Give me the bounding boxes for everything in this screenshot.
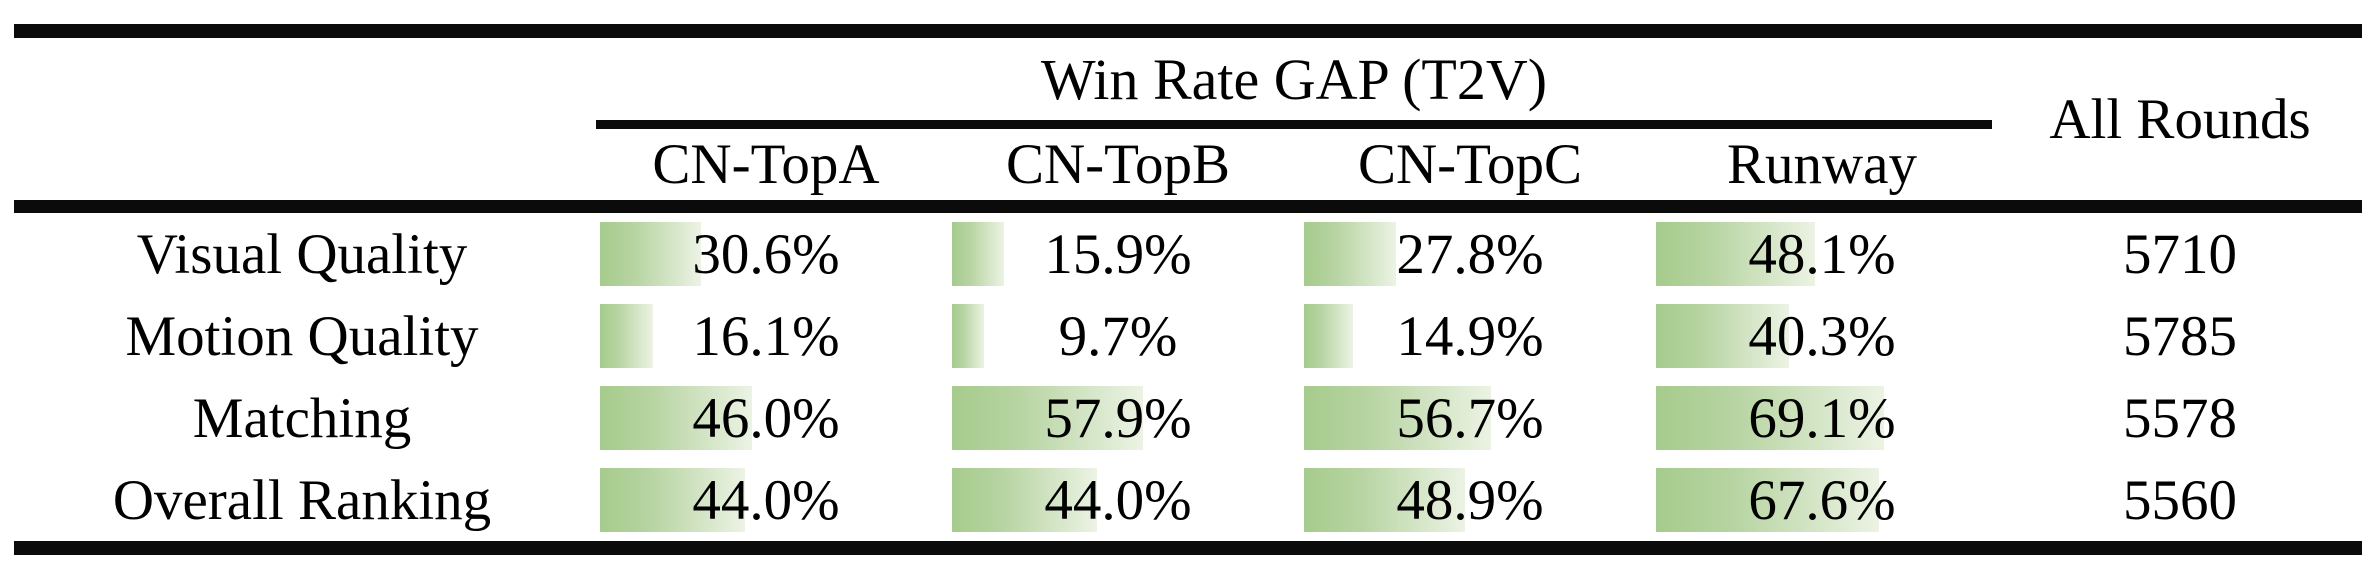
percent-value: 67.6%	[1748, 468, 1896, 532]
data-bar	[1304, 304, 1354, 368]
data-bar	[600, 304, 654, 368]
percent-value: 40.3%	[1748, 304, 1896, 368]
data-cell: 48.1%	[1646, 213, 1998, 295]
column-header-cn-topc: CN-TopC	[1357, 133, 1583, 196]
column-header-cn-topb: CN-TopB	[1005, 133, 1231, 196]
all-rounds-value: 5710	[2123, 222, 2237, 286]
percent-value: 46.0%	[692, 386, 840, 450]
data-bar	[1304, 222, 1396, 286]
percent-value: 14.9%	[1396, 304, 1544, 368]
data-cell: 57.9%	[942, 377, 1294, 459]
data-cell: 69.1%	[1646, 377, 1998, 459]
title-underline-rule	[596, 120, 1992, 129]
table-body: Visual Quality 30.6% 15.9% 27.8% 48.1%	[14, 213, 2362, 541]
percent-value: 30.6%	[692, 222, 840, 286]
header-span-group: Win Rate GAP (T2V) CN-TopA CN-TopB CN-To…	[590, 38, 1998, 200]
percent-value: 44.0%	[1044, 468, 1192, 532]
table-row-overall-ranking: Overall Ranking 44.0% 44.0% 48.9% 67.6%	[14, 459, 2362, 541]
data-cell: 56.7%	[1294, 377, 1646, 459]
row-label: Matching	[192, 386, 412, 450]
bottom-rule	[14, 541, 2362, 555]
column-header-runway: Runway	[1727, 133, 1917, 196]
data-cell: 16.1%	[590, 295, 942, 377]
table-row-matching: Matching 46.0% 57.9% 56.7% 69.1% 557	[14, 377, 2362, 459]
data-bar	[600, 222, 701, 286]
all-rounds-value: 5560	[2123, 468, 2237, 532]
table-row-visual-quality: Visual Quality 30.6% 15.9% 27.8% 48.1%	[14, 213, 2362, 295]
data-cell: 40.3%	[1646, 295, 1998, 377]
data-cell: 48.9%	[1294, 459, 1646, 541]
data-cell: 15.9%	[942, 213, 1294, 295]
percent-value: 15.9%	[1044, 222, 1192, 286]
data-cell: 44.0%	[590, 459, 942, 541]
data-cell: 9.7%	[942, 295, 1294, 377]
table-title: Win Rate GAP (T2V)	[1040, 46, 1548, 112]
data-cell: 27.8%	[1294, 213, 1646, 295]
data-cell: 67.6%	[1646, 459, 1998, 541]
header-empty-cell	[14, 38, 590, 200]
data-cell: 46.0%	[590, 377, 942, 459]
row-label: Visual Quality	[136, 222, 468, 286]
table-row-motion-quality: Motion Quality 16.1% 9.7% 14.9% 40.3%	[14, 295, 2362, 377]
data-cell: 14.9%	[1294, 295, 1646, 377]
all-rounds-value: 5578	[2123, 386, 2237, 450]
column-headers: CN-TopA CN-TopB CN-TopC Runway	[590, 129, 1998, 200]
row-label: Motion Quality	[125, 304, 479, 368]
row-label: Overall Ranking	[112, 468, 492, 532]
percent-value: 27.8%	[1396, 222, 1544, 286]
percent-value: 56.7%	[1396, 386, 1544, 450]
percent-value: 9.7%	[1058, 304, 1178, 368]
percent-value: 16.1%	[692, 304, 840, 368]
column-header-cn-topa: CN-TopA	[652, 133, 880, 196]
data-cell: 30.6%	[590, 213, 942, 295]
data-bar	[952, 222, 1005, 286]
header-bottom-rule	[14, 200, 2362, 213]
percent-value: 69.1%	[1748, 386, 1896, 450]
percent-value: 48.9%	[1396, 468, 1544, 532]
percent-value: 48.1%	[1748, 222, 1896, 286]
data-bar	[952, 304, 984, 368]
data-cell: 44.0%	[942, 459, 1294, 541]
top-rule	[14, 24, 2362, 38]
all-rounds-value: 5785	[2123, 304, 2237, 368]
table-header: Win Rate GAP (T2V) CN-TopA CN-TopB CN-To…	[14, 38, 2362, 200]
percent-value: 44.0%	[692, 468, 840, 532]
percent-value: 57.9%	[1044, 386, 1192, 450]
column-header-all-rounds: All Rounds	[2049, 87, 2311, 151]
